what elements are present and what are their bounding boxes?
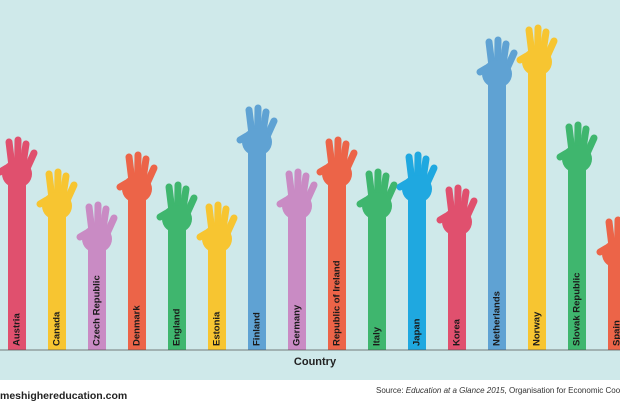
hand-bar bbox=[476, 36, 518, 350]
hand-bar bbox=[596, 216, 620, 350]
bar bbox=[8, 174, 26, 350]
hand-bar bbox=[316, 136, 358, 350]
hand-bar bbox=[156, 181, 198, 350]
x-tick-label: Korea bbox=[452, 318, 463, 346]
hand-bar bbox=[116, 151, 158, 350]
website: meshighereducation.com bbox=[0, 390, 127, 402]
x-tick-label: Republic of Ireland bbox=[332, 260, 343, 346]
bar bbox=[128, 189, 146, 350]
hand-bar bbox=[0, 136, 38, 350]
hand-bar bbox=[516, 24, 558, 350]
hand-bar bbox=[356, 168, 398, 350]
hand-bar bbox=[396, 151, 438, 350]
x-tick-label: Spain bbox=[612, 320, 620, 346]
bar bbox=[608, 254, 620, 350]
hand-bar bbox=[436, 184, 478, 350]
x-tick-label: Norway bbox=[532, 311, 543, 346]
hand-bar bbox=[76, 201, 118, 350]
x-tick-label: Estonia bbox=[212, 311, 223, 346]
x-tick-label: Czech Republic bbox=[92, 275, 103, 346]
x-axis-label: Country bbox=[294, 356, 337, 368]
x-tick-label: Netherlands bbox=[492, 291, 503, 346]
x-tick-label: Germany bbox=[292, 304, 303, 346]
bar bbox=[48, 206, 66, 350]
bar bbox=[368, 206, 386, 350]
bar bbox=[168, 219, 186, 350]
source-rest: , Organisation for Economic Coo bbox=[505, 386, 620, 395]
hand-bar bbox=[196, 201, 238, 350]
bar bbox=[88, 239, 106, 350]
footer-background bbox=[0, 380, 620, 413]
x-tick-label: Canada bbox=[52, 311, 63, 346]
x-tick-label: Denmark bbox=[132, 305, 143, 346]
x-tick-label: Austria bbox=[12, 313, 23, 346]
hand-bar bbox=[276, 168, 318, 350]
x-tick-label: Finland bbox=[252, 312, 263, 346]
bar bbox=[208, 239, 226, 350]
hand-bar bbox=[36, 168, 78, 350]
bar bbox=[568, 159, 586, 350]
x-tick-label: Slovak Republic bbox=[572, 273, 583, 346]
hand-bar bbox=[236, 104, 278, 350]
source: Source: Education at a Glance 2015, Orga… bbox=[376, 386, 620, 395]
x-tick-label: Italy bbox=[372, 326, 383, 346]
x-tick-label: England bbox=[172, 308, 183, 346]
bar bbox=[448, 222, 466, 350]
bar bbox=[488, 74, 506, 350]
source-title: Education at a Glance 2015 bbox=[406, 386, 505, 395]
hand-bar bbox=[556, 121, 598, 350]
bar bbox=[328, 174, 346, 350]
bar bbox=[248, 142, 266, 350]
bar bbox=[408, 189, 426, 350]
bar bbox=[288, 206, 306, 350]
x-tick-label: Japan bbox=[412, 318, 423, 346]
source-prefix: Source: bbox=[376, 386, 406, 395]
bar bbox=[528, 62, 546, 350]
